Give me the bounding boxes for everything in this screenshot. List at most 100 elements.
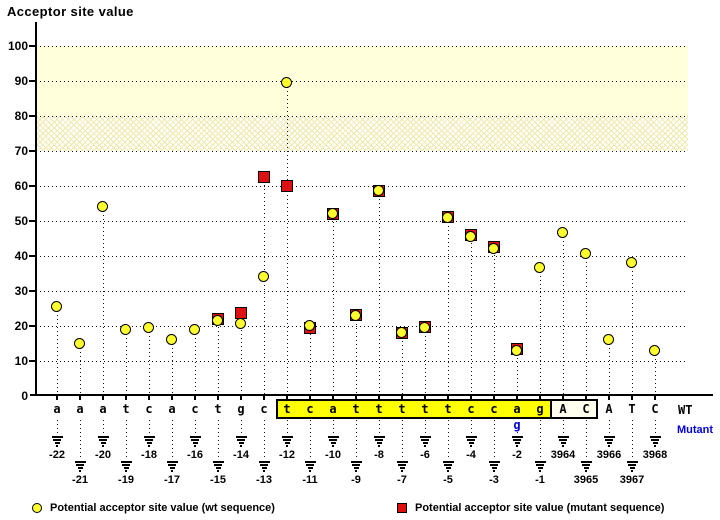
- arrow-bar: [143, 436, 155, 438]
- position-arrow-icon: [626, 461, 638, 473]
- sequence-base: a: [513, 402, 521, 416]
- arrow-bar: [488, 461, 500, 463]
- wt-marker: [120, 323, 131, 335]
- position-label: 3968: [642, 449, 668, 461]
- position-stem: [80, 420, 81, 460]
- position-arrow-icon: [396, 461, 408, 473]
- y-axis-tick: [29, 45, 36, 47]
- position-stem: [149, 420, 150, 435]
- arrow-bar: [468, 442, 474, 444]
- x-axis-column-tick: [332, 396, 334, 400]
- sequence-base: A: [605, 402, 613, 416]
- position-arrow-icon: [419, 436, 431, 448]
- marker-stem: [264, 177, 265, 394]
- sequence-base: a: [168, 402, 176, 416]
- marker-stem: [310, 326, 311, 394]
- y-axis-tick-label: 60: [14, 179, 28, 193]
- arrow-bar: [260, 464, 268, 466]
- arrow-bar: [465, 436, 477, 438]
- position-label: -22: [49, 449, 65, 461]
- position-stem: [57, 420, 58, 435]
- y-axis-tick: [29, 255, 36, 257]
- arrow-bar: [168, 464, 176, 466]
- arrow-bar: [192, 442, 198, 444]
- sequence-base: c: [145, 402, 153, 416]
- sequence-base: t: [398, 402, 406, 416]
- position-stem: [310, 420, 311, 460]
- position-stem: [195, 420, 196, 435]
- wt-marker: [304, 320, 315, 331]
- arrow-bar: [77, 467, 83, 469]
- gridline: [40, 291, 688, 292]
- arrow-bar: [258, 461, 270, 463]
- arrow-bar: [304, 461, 316, 463]
- x-axis-column-tick: [424, 396, 426, 400]
- position-label: -13: [256, 474, 272, 486]
- arrow-bar: [537, 467, 543, 469]
- arrow-bar: [125, 470, 127, 472]
- position-arrow-icon: [649, 436, 661, 448]
- position-stem: [218, 420, 219, 460]
- arrow-bar: [631, 470, 633, 472]
- sequence-base: c: [260, 402, 268, 416]
- x-axis-column-tick: [194, 396, 196, 400]
- marker-stem: [356, 315, 357, 394]
- arrow-bar: [123, 467, 129, 469]
- x-axis-column-tick: [539, 396, 541, 400]
- position-label: 3965: [573, 474, 599, 486]
- gridline: [40, 151, 688, 152]
- wt-marker: [465, 230, 476, 242]
- wt-marker: [419, 321, 430, 333]
- arrow-bar: [283, 439, 291, 441]
- position-stem: [632, 420, 633, 460]
- sequence-base: C: [651, 402, 659, 416]
- arrow-bar: [651, 439, 659, 441]
- arrow-bar: [53, 439, 61, 441]
- marker-stem: [448, 217, 449, 394]
- position-arrow-icon: [74, 461, 86, 473]
- x-axis-column-tick: [470, 396, 472, 400]
- position-stem: [264, 420, 265, 460]
- position-stem: [425, 420, 426, 435]
- marker-stem: [218, 319, 219, 394]
- x-axis-column-tick: [309, 396, 311, 400]
- x-axis-column-tick: [171, 396, 173, 400]
- marker-stem: [195, 329, 196, 394]
- arrow-bar: [376, 442, 382, 444]
- wt-marker: [649, 344, 660, 356]
- wt-marker: [143, 321, 154, 333]
- x-axis-column-tick: [608, 396, 610, 400]
- arrow-bar: [534, 461, 546, 463]
- wt-marker: [166, 334, 177, 345]
- arrow-bar: [421, 439, 429, 441]
- arrow-bar: [148, 445, 150, 447]
- sequence-base: t: [214, 402, 222, 416]
- sequence-base: c: [490, 402, 498, 416]
- arrow-bar: [445, 467, 451, 469]
- position-stem: [126, 420, 127, 460]
- arrow-bar: [235, 436, 247, 438]
- arrow-bar: [194, 445, 196, 447]
- arrow-bar: [191, 439, 199, 441]
- arrow-bar: [378, 445, 380, 447]
- mutant-base: g: [509, 419, 525, 432]
- marker-stem: [287, 82, 288, 394]
- arrow-bar: [603, 436, 615, 438]
- marker-stem: [57, 306, 58, 394]
- position-label: -17: [164, 474, 180, 486]
- position-arrow-icon: [281, 436, 293, 448]
- arrow-bar: [514, 442, 520, 444]
- wt-marker: [327, 208, 338, 219]
- position-label: 3964: [550, 449, 576, 461]
- mutant-row-label: Mutant: [677, 424, 714, 436]
- y-axis-tick-label: 70: [14, 144, 28, 158]
- wt-marker: [626, 257, 637, 268]
- gridline: [40, 326, 688, 327]
- x-axis-column-tick: [516, 396, 518, 400]
- arrow-bar: [286, 445, 288, 447]
- position-stem: [540, 420, 541, 460]
- arrow-bar: [401, 470, 403, 472]
- y-axis-tick: [29, 185, 36, 187]
- marker-stem: [425, 327, 426, 394]
- arrow-bar: [100, 442, 106, 444]
